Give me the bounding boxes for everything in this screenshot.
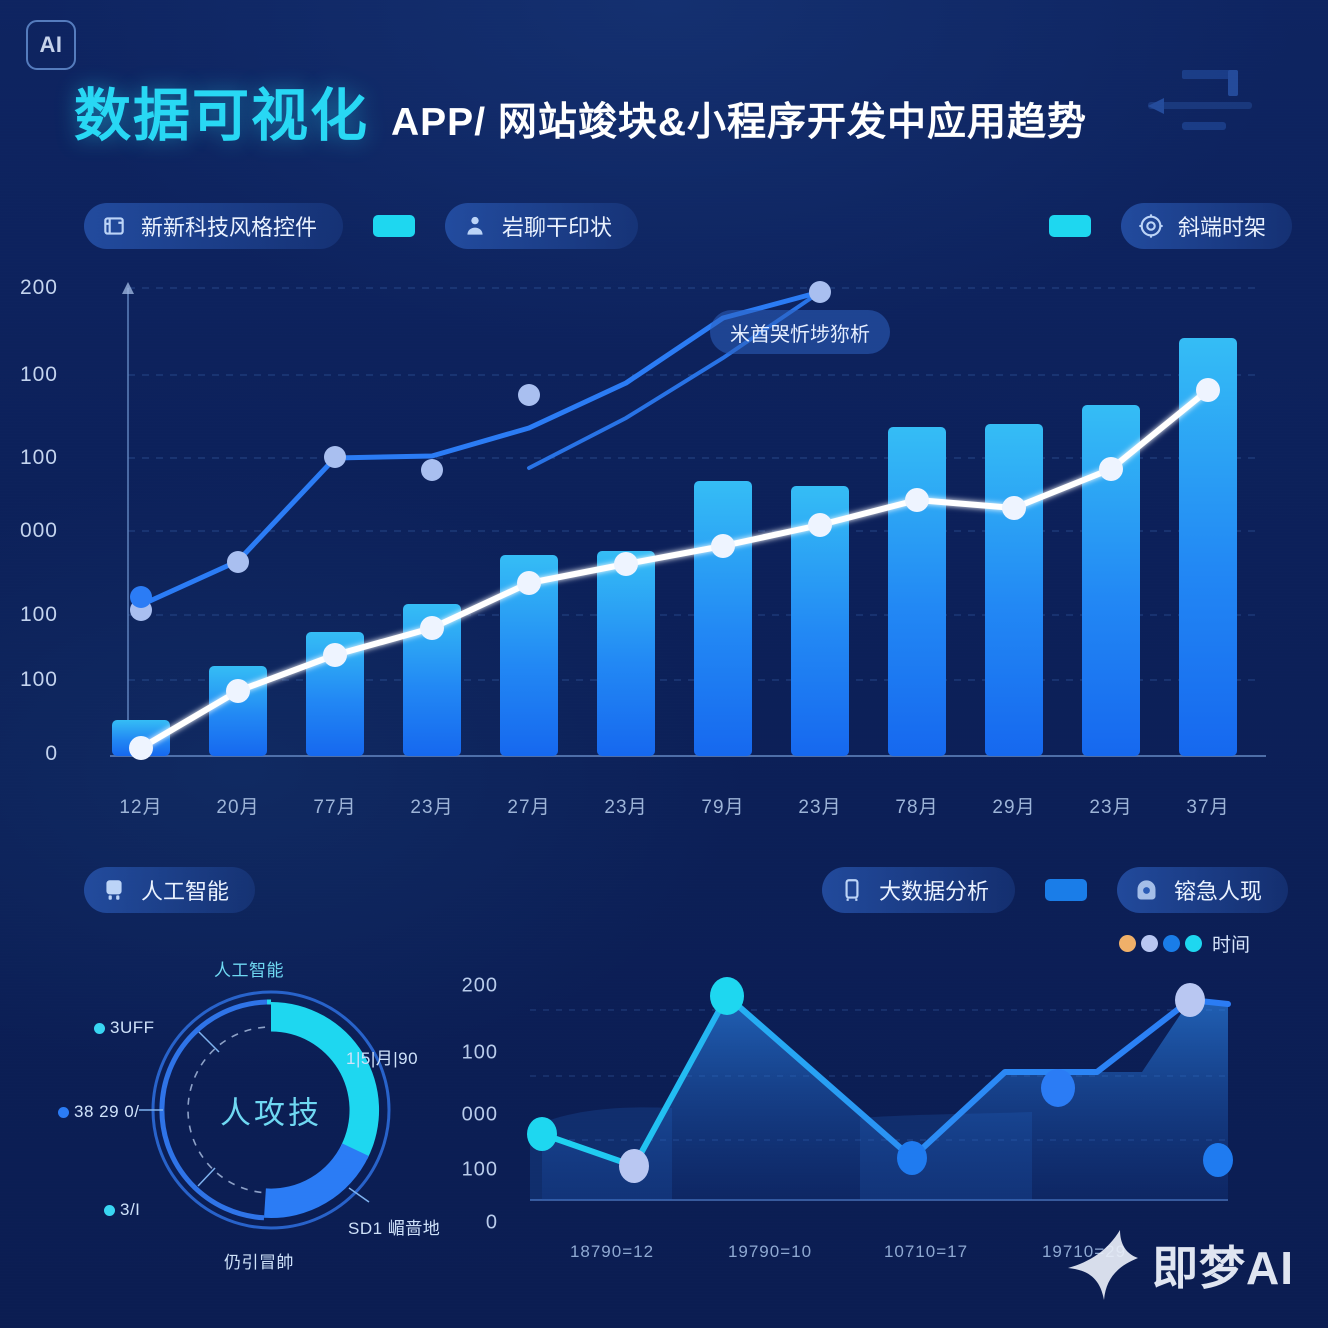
pill-bigdata[interactable]: 大数据分析 bbox=[821, 867, 1015, 913]
legend-swatch-cyan-2 bbox=[1048, 215, 1091, 237]
chip-icon bbox=[100, 212, 128, 240]
donut-dot bbox=[94, 1023, 105, 1035]
x-axis-label: 29月 bbox=[992, 797, 1036, 818]
train-icon bbox=[100, 876, 128, 904]
head-icon bbox=[1133, 876, 1161, 904]
x-axis-label: 79月 bbox=[701, 797, 745, 818]
x-axis-label: 18790=12 bbox=[569, 1242, 655, 1261]
donut-label: 3UFF bbox=[94, 1018, 155, 1038]
y-axis-label: 100 bbox=[461, 1158, 498, 1181]
x-axis-label: 23月 bbox=[1089, 797, 1133, 818]
legend-dot-lavender bbox=[1140, 935, 1158, 952]
donut-dot bbox=[104, 1205, 115, 1217]
x-axis-label: 23月 bbox=[604, 797, 648, 818]
donut-label-text: 3/I bbox=[120, 1200, 141, 1219]
x-axis-label: 78月 bbox=[895, 797, 939, 818]
legend-time-label: 时间 bbox=[1211, 935, 1250, 956]
donut-chart: 人攻技 人工智能 3UFF 38 29 0/ 3/I 1|5|月|90 SD1 … bbox=[58, 960, 446, 1272]
page-title: 数据可视化 APP/ 网站竣块&小程序开发中应用趋势 bbox=[74, 70, 1087, 152]
y-axis-label: 0 bbox=[485, 1211, 498, 1234]
legend-row-bottom: 人工智能 大数据分析 镕急人现 bbox=[84, 867, 1288, 913]
pill-label: 新新科技风格控件 bbox=[141, 215, 318, 240]
donut-segment-blue bbox=[264, 1143, 369, 1219]
legend-dot-blue bbox=[1162, 935, 1180, 952]
y-axis-label: 100 bbox=[461, 1041, 498, 1064]
legend-swatch-cyan-1 bbox=[373, 215, 416, 237]
watermark: 即梦AI bbox=[1064, 1228, 1294, 1302]
donut-label: 1|5|月|90 bbox=[346, 1049, 419, 1068]
y-axis-label: 200 bbox=[19, 276, 58, 299]
area-chart-canvas bbox=[527, 977, 1233, 1201]
main-chart-canvas bbox=[110, 281, 1266, 760]
header-decoration-icon bbox=[1148, 70, 1252, 130]
area-chart: 200 100 000 100 0 bbox=[462, 968, 1242, 1261]
pill-tech-style[interactable]: 新新科技风格控件 bbox=[84, 203, 344, 249]
y-axis-label: 100 bbox=[19, 668, 58, 691]
donut-segment-cyan bbox=[271, 1002, 380, 1160]
pill-ai[interactable]: 人工智能 bbox=[84, 867, 256, 913]
main-chart: 200 100 100 000 100 100 0 bbox=[20, 276, 1270, 818]
x-axis-label: 77月 bbox=[313, 797, 357, 818]
phone-icon bbox=[838, 876, 866, 904]
chart-tooltip: 米酋哭忻埗狝析 bbox=[710, 310, 890, 354]
pill-label: 斜端时架 bbox=[1177, 215, 1266, 240]
y-axis-label: 200 bbox=[461, 974, 498, 997]
time-legend: 时间 bbox=[1118, 930, 1250, 957]
donut-label: SD1 嵋啬地 bbox=[348, 1219, 441, 1238]
donut-label: 3/I bbox=[104, 1200, 140, 1220]
watermark-text: 即梦AI bbox=[1152, 1242, 1294, 1294]
gear-face-icon bbox=[1137, 212, 1165, 240]
donut-label-text: 38 29 0/ bbox=[74, 1102, 140, 1121]
x-axis-label: 19790=10 bbox=[727, 1242, 813, 1261]
x-axis-label: 10710=17 bbox=[883, 1242, 969, 1261]
x-axis-label: 23月 bbox=[410, 797, 454, 818]
pill-realtime[interactable]: 斜端时架 bbox=[1120, 203, 1292, 249]
title-accent: 数据可视化 bbox=[74, 84, 369, 148]
donut-label: 38 29 0/ bbox=[58, 1102, 139, 1122]
y-axis-label: 100 bbox=[19, 603, 58, 626]
title-rest: APP/ 网站竣块&小程序开发中应用趋势 bbox=[391, 101, 1088, 144]
y-axis-label: 000 bbox=[19, 519, 58, 542]
donut-canvas bbox=[139, 990, 391, 1230]
pill-label: 大数据分析 bbox=[878, 879, 989, 904]
pill-people[interactable]: 镕急人现 bbox=[1116, 867, 1288, 913]
x-axis-label: 37月 bbox=[1186, 797, 1230, 818]
ai-badge: AI bbox=[26, 20, 76, 70]
y-axis-label: 000 bbox=[461, 1103, 498, 1126]
y-axis-label: 0 bbox=[45, 742, 58, 765]
star-logo-icon bbox=[1068, 1230, 1138, 1300]
legend-dot-orange bbox=[1118, 935, 1136, 952]
x-axis-label: 12月 bbox=[119, 797, 163, 818]
donut-label: 仍引冒帥 bbox=[224, 1253, 294, 1272]
pill-label: 人工智能 bbox=[141, 879, 230, 904]
donut-dot bbox=[58, 1107, 69, 1119]
legend-row-top: 新新科技风格控件 岩聊干印状 斜端时架 bbox=[84, 203, 1292, 249]
legend-swatch-blue bbox=[1044, 879, 1087, 901]
pill-label: 镕急人现 bbox=[1173, 879, 1262, 904]
x-axis-label: 27月 bbox=[507, 797, 551, 818]
legend-dot-cyan bbox=[1184, 935, 1202, 952]
x-axis-label: 20月 bbox=[216, 797, 260, 818]
donut-label-text: 3UFF bbox=[110, 1018, 155, 1037]
y-axis-label: 100 bbox=[19, 446, 58, 469]
x-axis-label: 23月 bbox=[798, 797, 842, 818]
y-axis-label: 100 bbox=[19, 363, 58, 386]
donut-center-label: 人攻技 bbox=[220, 1095, 322, 1131]
user-icon bbox=[461, 212, 489, 240]
pill-user-stat[interactable]: 岩聊干印状 bbox=[445, 203, 639, 249]
donut-top-label: 人工智能 bbox=[214, 961, 284, 980]
pill-label: 岩聊干印状 bbox=[502, 215, 613, 240]
